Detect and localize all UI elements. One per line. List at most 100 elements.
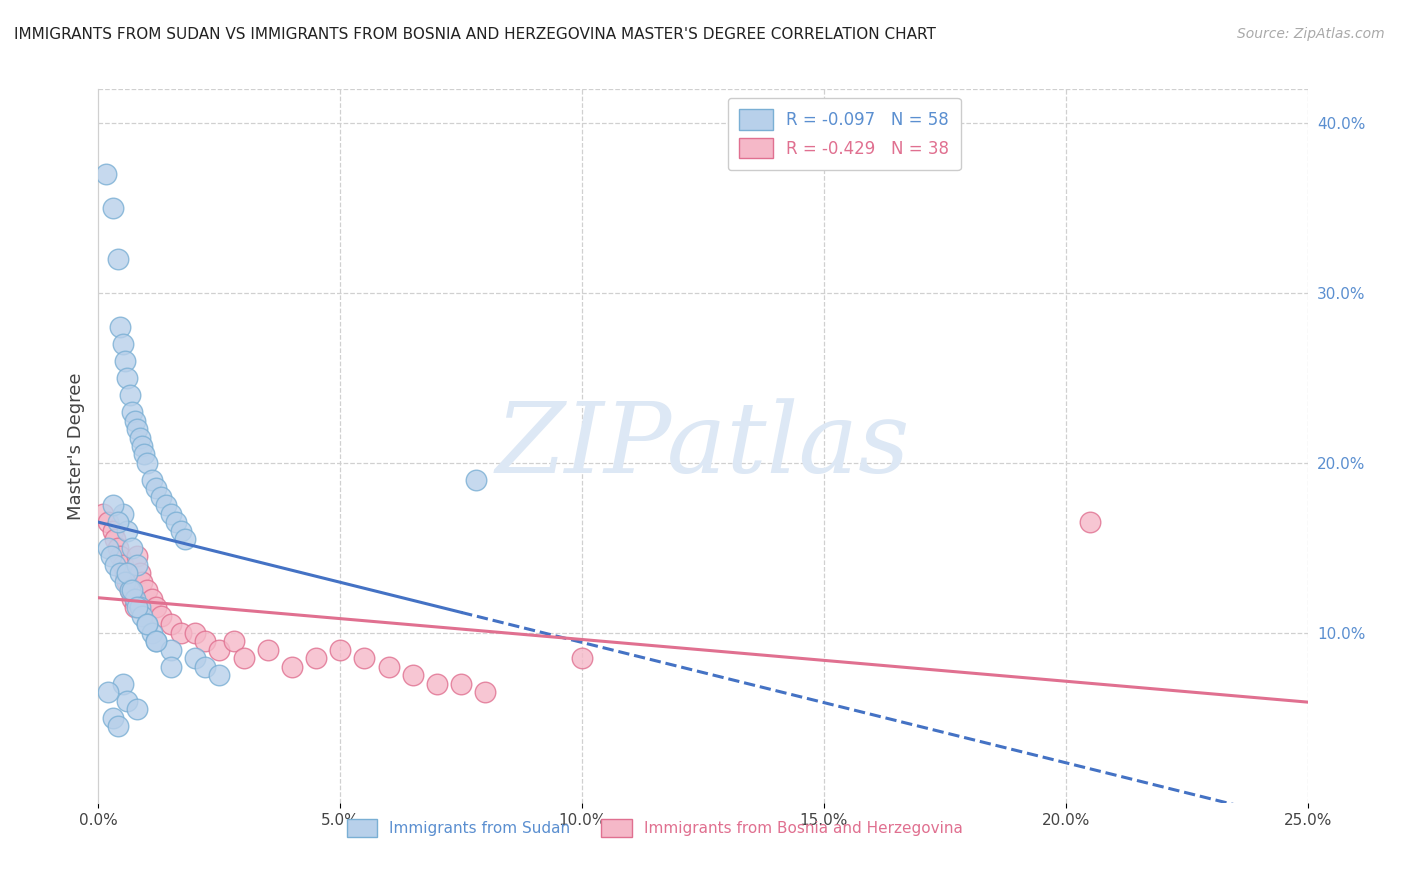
Point — [184, 651, 207, 665]
Point — [118, 388, 141, 402]
Point — [111, 507, 134, 521]
Point — [100, 549, 122, 564]
Point — [128, 430, 150, 444]
Point — [101, 201, 124, 215]
Point — [117, 566, 139, 581]
Point — [1078, 516, 1101, 530]
Point — [222, 634, 245, 648]
Point — [121, 583, 143, 598]
Point — [353, 651, 375, 665]
Point — [160, 617, 183, 632]
Y-axis label: Master's Degree: Master's Degree — [66, 372, 84, 520]
Point — [127, 702, 149, 716]
Point — [150, 608, 173, 623]
Point — [114, 574, 136, 589]
Point — [114, 354, 136, 368]
Point — [464, 473, 486, 487]
Point — [121, 405, 143, 419]
Point — [94, 167, 117, 181]
Point — [281, 660, 304, 674]
Point — [141, 591, 163, 606]
Point — [377, 660, 399, 674]
Point — [135, 583, 157, 598]
Point — [111, 677, 134, 691]
Point — [131, 439, 153, 453]
Point — [128, 600, 150, 615]
Point — [145, 482, 167, 496]
Point — [450, 677, 472, 691]
Point — [131, 608, 153, 623]
Point — [134, 448, 156, 462]
Legend: Immigrants from Sudan, Immigrants from Bosnia and Herzegovina: Immigrants from Sudan, Immigrants from B… — [339, 811, 970, 845]
Point — [127, 422, 149, 436]
Point — [104, 533, 127, 547]
Point — [145, 600, 167, 615]
Point — [124, 600, 146, 615]
Point — [97, 516, 120, 530]
Text: Source: ZipAtlas.com: Source: ZipAtlas.com — [1237, 27, 1385, 41]
Point — [118, 583, 141, 598]
Point — [165, 516, 187, 530]
Point — [114, 566, 136, 581]
Point — [101, 711, 124, 725]
Point — [107, 541, 129, 555]
Point — [101, 524, 124, 538]
Point — [232, 651, 254, 665]
Point — [426, 677, 449, 691]
Point — [117, 371, 139, 385]
Point — [121, 541, 143, 555]
Point — [402, 668, 425, 682]
Point — [184, 626, 207, 640]
Point — [329, 643, 352, 657]
Point — [135, 617, 157, 632]
Point — [160, 660, 183, 674]
Point — [174, 533, 197, 547]
Point — [117, 694, 139, 708]
Point — [127, 558, 149, 572]
Point — [127, 549, 149, 564]
Point — [141, 626, 163, 640]
Text: IMMIGRANTS FROM SUDAN VS IMMIGRANTS FROM BOSNIA AND HERZEGOVINA MASTER'S DEGREE : IMMIGRANTS FROM SUDAN VS IMMIGRANTS FROM… — [14, 27, 936, 42]
Point — [108, 566, 131, 581]
Point — [571, 651, 593, 665]
Point — [150, 490, 173, 504]
Point — [117, 524, 139, 538]
Point — [101, 499, 124, 513]
Point — [194, 634, 217, 648]
Point — [131, 574, 153, 589]
Point — [169, 626, 191, 640]
Point — [97, 685, 120, 699]
Point — [124, 413, 146, 427]
Point — [121, 591, 143, 606]
Point — [117, 574, 139, 589]
Point — [135, 617, 157, 632]
Point — [305, 651, 328, 665]
Point — [208, 668, 231, 682]
Point — [135, 456, 157, 470]
Point — [91, 507, 114, 521]
Point — [107, 719, 129, 733]
Point — [256, 643, 278, 657]
Point — [208, 643, 231, 657]
Point — [160, 507, 183, 521]
Point — [104, 558, 127, 572]
Point — [145, 634, 167, 648]
Point — [194, 660, 217, 674]
Point — [108, 549, 131, 564]
Text: ZIPatlas: ZIPatlas — [496, 399, 910, 493]
Point — [107, 252, 129, 266]
Point — [155, 499, 177, 513]
Point — [124, 591, 146, 606]
Point — [169, 524, 191, 538]
Point — [108, 320, 131, 334]
Point — [111, 337, 134, 351]
Point — [127, 600, 149, 615]
Point — [118, 583, 141, 598]
Point — [128, 566, 150, 581]
Point — [160, 643, 183, 657]
Point — [111, 558, 134, 572]
Point — [107, 516, 129, 530]
Point — [141, 473, 163, 487]
Point — [97, 541, 120, 555]
Point — [145, 634, 167, 648]
